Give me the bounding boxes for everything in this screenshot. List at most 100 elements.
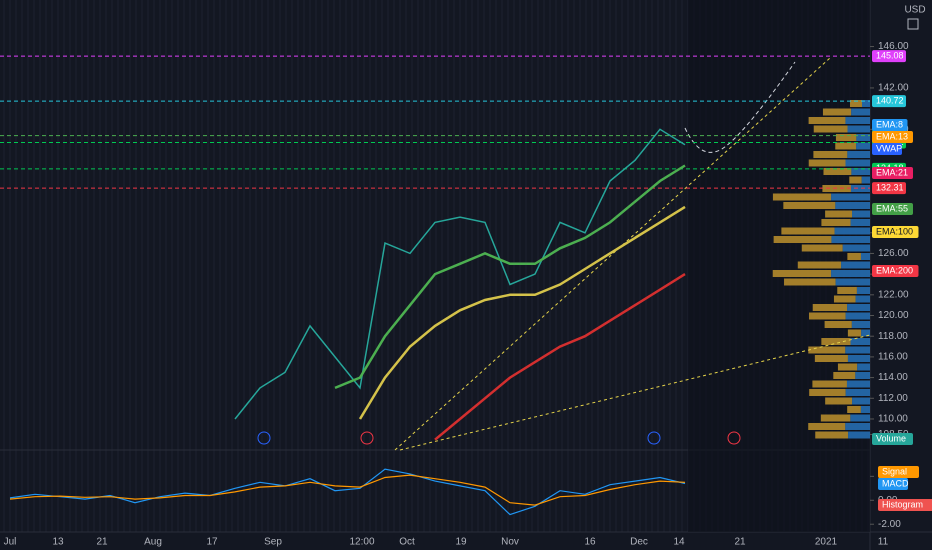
x-tick-label: Jul [4, 537, 17, 548]
indicator-label: EMA:100 [876, 226, 913, 236]
profile-bar [773, 236, 832, 243]
level-tag [872, 95, 906, 108]
x-tick-label: 14 [673, 537, 685, 548]
y-tick-label: 126.00 [878, 248, 909, 259]
series-line [9, 468, 686, 516]
x-tick-label: 21 [96, 537, 108, 548]
profile-bar [834, 227, 870, 235]
series-line [9, 474, 686, 506]
profile-bar [847, 355, 870, 362]
indicator-label: Volume [876, 433, 906, 443]
profile-bar [801, 244, 843, 252]
profile-bar [851, 108, 870, 116]
profile-bar [856, 142, 870, 150]
indicator-label: EMA:21 [876, 167, 908, 177]
indicator-tag [872, 433, 913, 445]
profile-bar [820, 414, 851, 422]
y-tick-label: 122.00 [878, 289, 909, 300]
profile-bar [861, 329, 870, 337]
profile-bar [855, 295, 870, 303]
dividend-marker [257, 431, 271, 445]
indicator-tag [872, 203, 913, 215]
series-line [334, 164, 686, 390]
series-line [434, 273, 686, 441]
profile-bar [809, 389, 846, 396]
profile-bar [822, 108, 852, 116]
profile-bar [845, 346, 870, 354]
x-tick-label: 17 [206, 537, 218, 548]
profile-bar [845, 423, 870, 430]
trend-line [394, 57, 831, 451]
dividend-marker [647, 431, 661, 445]
volume-profile [772, 100, 870, 439]
profile-bar [783, 202, 836, 209]
profile-bar [850, 414, 870, 422]
profile-bar [831, 236, 870, 243]
profile-bar [824, 321, 852, 328]
x-tick-label: 16 [584, 537, 596, 548]
profile-bar [852, 397, 870, 405]
profile-bar [850, 219, 870, 226]
profile-bar [812, 380, 847, 388]
x-tick-label: 19 [455, 537, 467, 548]
x-tick-label: 21 [734, 537, 746, 548]
profile-bar [835, 278, 870, 286]
indicator-tag [872, 119, 908, 131]
x-tick-label: 12:00 [349, 537, 374, 548]
profile-bar [781, 227, 835, 235]
x-tick-label: Aug [144, 537, 162, 548]
profile-bar [823, 168, 852, 175]
profile-bar [861, 176, 870, 184]
profile-bar [857, 363, 870, 371]
macd-tag-label: MACD [882, 478, 909, 488]
profile-bar [837, 287, 857, 294]
profile-bar [813, 125, 848, 133]
macd-tag [878, 466, 919, 478]
level-label: 145.08 [876, 50, 904, 60]
profile-bar [815, 431, 849, 439]
indicator-tag [872, 265, 919, 277]
x-tick-label: Oct [399, 537, 415, 548]
profile-bar [831, 193, 870, 201]
profile-bar [842, 244, 870, 252]
settings-icon[interactable] [907, 18, 919, 30]
level-label: 132.31 [876, 183, 904, 193]
indicator-tag [872, 167, 913, 179]
projection-path [684, 61, 796, 153]
profile-bar [847, 406, 861, 413]
y-tick-label: 116.00 [878, 352, 908, 363]
profile-bar [772, 193, 832, 201]
profile-bar [850, 185, 870, 192]
y-tick-label: 146.00 [878, 41, 909, 52]
profile-bar [849, 176, 862, 184]
profile-bar [809, 312, 846, 320]
indicator-label: EMA:200 [876, 265, 913, 275]
profile-bar [855, 372, 870, 379]
profile-bar [808, 423, 846, 430]
profile-bar [772, 270, 832, 277]
profile-bar [812, 304, 848, 311]
series-line [358, 205, 686, 420]
profile-bar [833, 372, 856, 379]
x-tick-label: Sep [264, 537, 282, 548]
indicator-tag [872, 143, 902, 155]
x-tick-label: 13 [52, 537, 64, 548]
profile-bar [813, 151, 848, 158]
profile-bar [835, 202, 870, 209]
profile-bar [833, 295, 856, 303]
profile-bar [851, 168, 870, 175]
x-tick-label: Nov [501, 537, 519, 548]
profile-bar [808, 117, 846, 124]
profile-bar [847, 151, 870, 158]
profile-bar [845, 159, 870, 167]
profile-bar [848, 431, 870, 439]
indicator-tag [872, 131, 913, 143]
profile-bar [845, 312, 870, 320]
profile-bar [850, 338, 870, 345]
earnings-marker [360, 431, 374, 445]
series-line [234, 128, 686, 420]
x-tick-label: 2021 [815, 537, 838, 548]
profile-bar [837, 363, 858, 371]
profile-bar [845, 117, 870, 124]
